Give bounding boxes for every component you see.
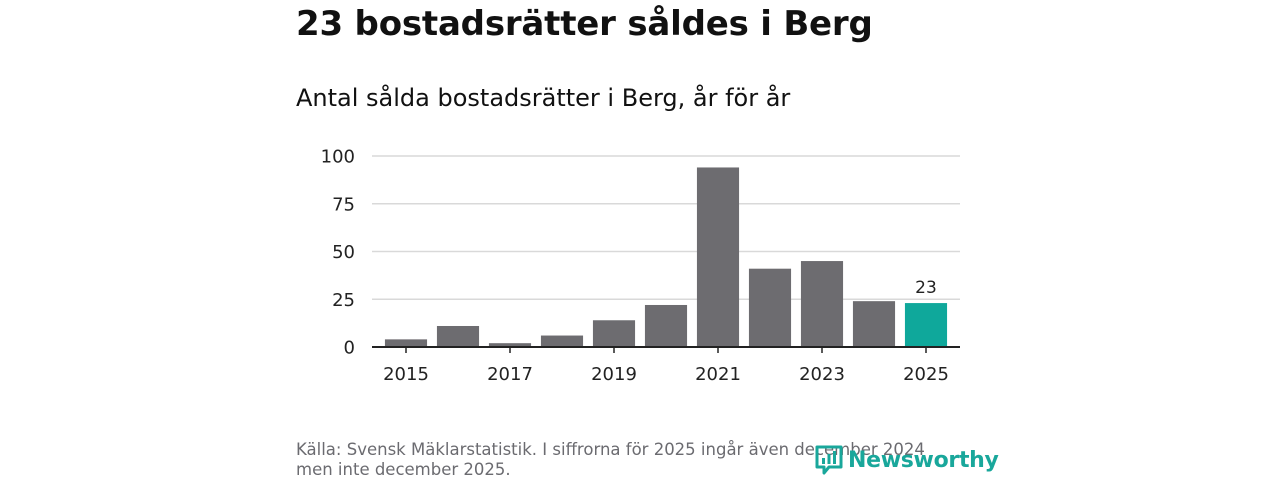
logo-text: Newsworthy <box>848 447 999 473</box>
x-tick-label: 2025 <box>903 364 949 385</box>
bar-highlight <box>904 303 948 347</box>
data-label: 23 <box>915 278 937 298</box>
source-note: Källa: Svensk Mäklarstatistik. I siffror… <box>296 440 925 479</box>
x-tick-label: 2017 <box>487 364 533 385</box>
chart-card: 23 bostadsrätter såldes i Berg Antal sål… <box>296 0 999 480</box>
bar <box>436 325 480 347</box>
x-tick-label: 2021 <box>695 364 741 385</box>
bar-chart: 0 25 50 75 100 2015 2017 2019 2021 2023 2025 23 <box>321 147 960 385</box>
newsworthy-logo-icon <box>815 445 843 475</box>
chart-title: Antal sålda bostadsrätter i Berg, år för… <box>296 84 791 112</box>
y-tick-label: 100 <box>321 147 355 168</box>
bar <box>488 343 532 347</box>
bar <box>644 304 688 347</box>
y-tick-label: 50 <box>332 242 355 263</box>
x-tick-label: 2019 <box>591 364 637 385</box>
newsworthy-logo: Newsworthy <box>814 444 999 476</box>
x-tick-label: 2023 <box>799 364 845 385</box>
bar <box>696 167 740 347</box>
bar <box>800 261 844 347</box>
bar <box>852 301 896 347</box>
x-tick-label: 2015 <box>383 364 429 385</box>
bar <box>748 268 792 347</box>
y-tick-label: 75 <box>332 194 355 215</box>
y-tick-label: 25 <box>332 290 355 311</box>
bar <box>540 335 584 347</box>
y-tick-label: 0 <box>344 338 355 359</box>
bar <box>592 320 636 347</box>
bar <box>384 339 428 347</box>
headline: 23 bostadsrätter såldes i Berg <box>296 4 873 44</box>
